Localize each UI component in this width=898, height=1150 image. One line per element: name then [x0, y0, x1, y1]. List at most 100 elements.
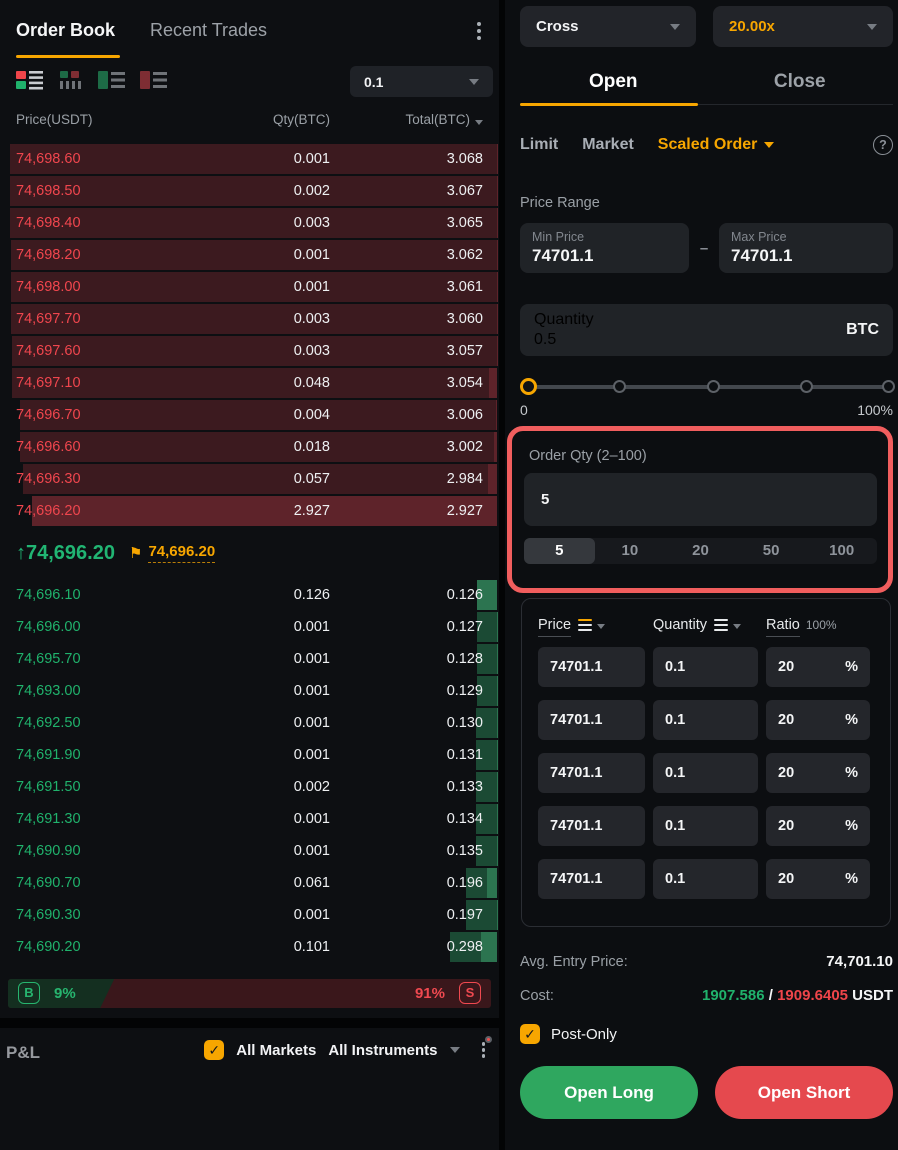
view-bids-only-icon[interactable] — [98, 70, 125, 90]
pnl-panel: P&L ✓ All Markets All Instruments — [0, 1028, 499, 1150]
slider-stop-25[interactable] — [613, 380, 627, 393]
row-ratio-input[interactable]: 20% — [766, 753, 870, 793]
bid-row[interactable]: 74,691.30 0.001 0.134 — [0, 803, 499, 835]
pnl-kebab-menu-icon[interactable] — [478, 1036, 492, 1060]
col-total[interactable]: Total(BTC) — [330, 112, 483, 127]
total-cell: 3.065 — [446, 215, 483, 231]
all-instruments-label[interactable]: All Instruments — [328, 1041, 438, 1059]
ask-row[interactable]: 74,696.60 0.018 3.002 — [0, 431, 499, 463]
min-price-input[interactable]: Min Price 74701.1 — [520, 223, 689, 273]
row-price-input[interactable]: 74701.1 — [538, 859, 645, 899]
ask-row[interactable]: 74,696.30 0.057 2.984 — [0, 463, 499, 495]
row-quantity-input[interactable]: 0.1 — [653, 753, 758, 793]
row-ratio-input[interactable]: 20% — [766, 859, 870, 899]
sell-badge[interactable]: S — [459, 982, 481, 1004]
asks-list: 74,698.60 0.001 3.068 74,698.50 0.002 3.067 74… — [0, 143, 499, 527]
ask-row[interactable]: 74,698.60 0.001 3.068 — [0, 143, 499, 175]
ask-row[interactable]: 74,698.40 0.003 3.065 — [0, 207, 499, 239]
max-price-label: Max Price — [731, 230, 787, 244]
row-quantity-input[interactable]: 0.1 — [653, 647, 758, 687]
tab-close[interactable]: Close — [773, 71, 826, 92]
qty-cell: 0.101 — [293, 939, 330, 955]
view-combined-icon[interactable] — [16, 70, 43, 90]
tab-open[interactable]: Open — [588, 71, 638, 92]
quantity-header[interactable]: Quantity — [653, 616, 766, 634]
order-book-toolbar: 0.1 — [16, 66, 493, 98]
open-long-button[interactable]: Open Long — [520, 1066, 698, 1119]
post-only-checkbox[interactable]: ✓ — [520, 1024, 540, 1044]
quantity-distribution-icon[interactable] — [714, 618, 728, 632]
row-price-input[interactable]: 74701.1 — [538, 647, 645, 687]
max-price-value: 74701.1 — [731, 246, 793, 265]
all-markets-checkbox[interactable]: ✓ — [204, 1040, 225, 1060]
slider-stop-50[interactable] — [706, 380, 720, 393]
view-columns-icon[interactable] — [58, 70, 83, 90]
row-ratio-input[interactable]: 20% — [766, 700, 870, 740]
type-limit[interactable]: Limit — [520, 136, 559, 153]
ask-row[interactable]: 74,698.20 0.001 3.062 — [0, 239, 499, 271]
bid-row[interactable]: 74,691.50 0.002 0.133 — [0, 771, 499, 803]
row-price-input[interactable]: 74701.1 — [538, 700, 645, 740]
order-qty-option-10[interactable]: 10 — [621, 542, 639, 559]
ask-row[interactable]: 74,696.20 2.927 2.927 — [0, 495, 499, 527]
price-cell: 74,697.70 — [16, 311, 81, 327]
mark-price[interactable]: 74,696.20 — [148, 543, 216, 563]
order-qty-input[interactable]: 5 — [524, 473, 877, 526]
price-range-label: Price Range — [520, 195, 600, 211]
ask-row[interactable]: 74,698.00 0.001 3.061 — [0, 271, 499, 303]
ask-row[interactable]: 74,698.50 0.002 3.067 — [0, 175, 499, 207]
row-quantity-input[interactable]: 0.1 — [653, 806, 758, 846]
type-market[interactable]: Market — [582, 136, 634, 153]
buy-badge[interactable]: B — [18, 982, 40, 1004]
row-quantity-input[interactable]: 0.1 — [653, 859, 758, 899]
tab-recent-trades[interactable]: Recent Trades — [150, 20, 268, 40]
order-qty-option-5[interactable]: 5 — [524, 538, 595, 564]
chevron-down-icon[interactable] — [449, 1047, 460, 1053]
order-qty-option-50[interactable]: 50 — [762, 542, 780, 559]
slider-stop-75[interactable] — [799, 380, 813, 393]
max-price-input[interactable]: Max Price 74701.1 — [719, 223, 893, 273]
tab-order-book[interactable]: Order Book — [16, 20, 116, 40]
slider-handle[interactable] — [520, 378, 537, 395]
all-markets-label[interactable]: All Markets — [236, 1041, 317, 1059]
bid-row[interactable]: 74,690.90 0.001 0.135 — [0, 835, 499, 867]
row-quantity-input[interactable]: 0.1 — [653, 700, 758, 740]
ratio-header[interactable]: Ratio 100% — [766, 616, 874, 637]
row-ratio-value: 20 — [778, 871, 795, 887]
bid-row[interactable]: 74,696.00 0.001 0.127 — [0, 611, 499, 643]
margin-mode-dropdown[interactable]: Cross — [520, 6, 696, 47]
price-cell: 74,696.10 — [16, 587, 81, 603]
quantity-slider[interactable] — [520, 378, 895, 396]
slider-stop-100[interactable] — [882, 380, 895, 393]
ask-row[interactable]: 74,697.60 0.003 3.057 — [0, 335, 499, 367]
open-short-button[interactable]: Open Short — [715, 1066, 893, 1119]
bid-row[interactable]: 74,696.10 0.126 0.126 — [0, 579, 499, 611]
row-price-input[interactable]: 74701.1 — [538, 753, 645, 793]
leverage-dropdown[interactable]: 20.00x — [713, 6, 893, 47]
bid-row[interactable]: 74,692.50 0.001 0.130 — [0, 707, 499, 739]
row-price-input[interactable]: 74701.1 — [538, 806, 645, 846]
bid-row[interactable]: 74,695.70 0.001 0.128 — [0, 643, 499, 675]
row-ratio-input[interactable]: 20% — [766, 806, 870, 846]
type-scaled-order[interactable]: Scaled Order — [658, 136, 775, 154]
ask-row[interactable]: 74,697.70 0.003 3.060 — [0, 303, 499, 335]
bid-row[interactable]: 74,690.70 0.061 0.196 — [0, 867, 499, 899]
order-book-kebab-menu-icon[interactable] — [477, 22, 481, 40]
order-qty-option-20[interactable]: 20 — [692, 542, 709, 559]
total-cell: 3.006 — [446, 407, 483, 423]
price-header[interactable]: Price — [538, 616, 653, 637]
bid-row[interactable]: 74,691.90 0.001 0.131 — [0, 739, 499, 771]
order-qty-option-100[interactable]: 100 — [829, 542, 855, 559]
quantity-input[interactable]: Quantity 0.5 BTC — [520, 304, 893, 356]
bid-row[interactable]: 74,690.20 0.101 0.298 — [0, 931, 499, 963]
precision-dropdown[interactable]: 0.1 — [350, 66, 493, 97]
price-distribution-icon[interactable] — [578, 618, 593, 632]
view-asks-only-icon[interactable] — [140, 70, 167, 90]
bid-row[interactable]: 74,693.00 0.001 0.129 — [0, 675, 499, 707]
bid-row[interactable]: 74,690.30 0.001 0.197 — [0, 899, 499, 931]
ask-row[interactable]: 74,696.70 0.004 3.006 — [0, 399, 499, 431]
row-ratio-input[interactable]: 20% — [766, 647, 870, 687]
help-icon[interactable]: ? — [873, 135, 893, 155]
order-qty-quick-select: 5 10 20 50 100 — [524, 538, 877, 564]
ask-row[interactable]: 74,697.10 0.048 3.054 — [0, 367, 499, 399]
